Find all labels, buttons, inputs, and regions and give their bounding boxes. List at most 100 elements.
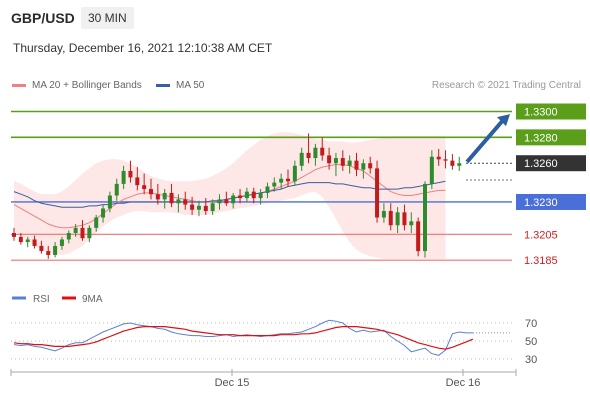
candle xyxy=(149,178,153,200)
candle-body xyxy=(292,165,297,182)
candle xyxy=(299,147,304,171)
candle xyxy=(429,150,434,190)
candle-body xyxy=(354,160,359,170)
candle xyxy=(320,137,325,161)
candle-body xyxy=(224,199,229,204)
price-levels-layer xyxy=(11,110,512,261)
candle-body xyxy=(450,160,455,166)
candle xyxy=(347,155,352,174)
candle xyxy=(306,133,311,164)
candle xyxy=(272,177,277,192)
copyright-notice: Research © 2021 Trading Central xyxy=(431,80,581,91)
candle xyxy=(375,160,380,223)
candle-body xyxy=(299,152,304,166)
candle-body xyxy=(46,251,51,255)
resistance-tag-label-1-3300: 1.3300 xyxy=(524,107,558,119)
candle xyxy=(142,173,147,195)
rsi-tick-50: 50 xyxy=(525,336,537,348)
ma50-line xyxy=(13,180,446,208)
symbol-label: GBP/USD xyxy=(11,10,75,26)
candle-body xyxy=(436,156,441,160)
candle-body xyxy=(87,227,92,239)
candle-body xyxy=(169,192,174,204)
candle xyxy=(32,235,37,249)
candle xyxy=(94,214,99,232)
candle xyxy=(128,160,133,183)
candle-body xyxy=(402,212,407,226)
candle-body xyxy=(416,221,421,252)
rsi-ma-line xyxy=(13,326,474,350)
candle-body xyxy=(231,195,236,204)
candle xyxy=(190,196,195,215)
candle xyxy=(381,203,386,223)
candle-body xyxy=(251,191,256,199)
candle xyxy=(114,178,119,201)
candles-layer xyxy=(12,133,462,259)
candle xyxy=(231,192,236,209)
candle-body xyxy=(457,163,462,166)
candle xyxy=(224,191,229,206)
candle xyxy=(80,220,85,241)
candle-body xyxy=(279,178,284,183)
candle-body xyxy=(203,205,208,212)
candle xyxy=(210,199,215,215)
legend-ma20: MA 20 + Bollinger Bands xyxy=(12,80,142,91)
candle xyxy=(457,156,462,171)
legend-ma50: MA 50 xyxy=(156,80,204,91)
support-tag-label-1-3205: 1.3205 xyxy=(524,229,558,241)
candle xyxy=(18,233,23,245)
candle-body xyxy=(265,186,270,193)
candle-body xyxy=(39,245,44,252)
candle xyxy=(135,167,140,191)
candle xyxy=(258,189,263,205)
candle xyxy=(162,189,167,209)
candle xyxy=(416,217,421,257)
candle-body xyxy=(101,208,106,218)
candle-body xyxy=(340,158,345,166)
timeframe-selector[interactable]: 30 MIN xyxy=(81,7,134,29)
candle xyxy=(46,245,51,259)
candle xyxy=(12,227,16,241)
candle xyxy=(402,204,407,231)
ma50-label: MA 50 xyxy=(176,80,205,91)
candle-body xyxy=(162,192,167,200)
candle xyxy=(361,159,366,179)
candle-body xyxy=(66,233,71,240)
candle-body xyxy=(32,239,37,246)
candle-body xyxy=(375,168,380,218)
current-price-tag xyxy=(516,155,586,172)
candle-body xyxy=(183,199,188,205)
candle xyxy=(251,187,256,204)
candle xyxy=(436,148,441,166)
candle xyxy=(59,236,64,250)
candle xyxy=(265,182,270,199)
candle-body xyxy=(238,195,243,199)
candle-body xyxy=(258,192,263,199)
candle xyxy=(107,191,112,213)
candle-body xyxy=(320,147,325,156)
bollinger-band xyxy=(14,132,446,259)
candle-body xyxy=(333,158,338,164)
candle-body xyxy=(217,199,222,204)
candle-body xyxy=(327,155,332,164)
candle xyxy=(368,156,373,174)
rsi-ma-legend-label: 9MA xyxy=(82,294,103,305)
candle-body xyxy=(429,156,434,184)
candle-body xyxy=(73,227,78,234)
pivot-tag-label-1-3230: 1.3230 xyxy=(524,197,558,209)
rsi-legend-label: RSI xyxy=(33,294,50,305)
candle-body xyxy=(395,212,400,226)
title-bar: GBP/USD 30 MIN xyxy=(0,0,590,36)
candle-body xyxy=(12,233,16,237)
candle xyxy=(53,242,58,258)
candle xyxy=(87,225,92,243)
candle-body xyxy=(368,163,373,169)
candle-body xyxy=(18,236,23,243)
candle xyxy=(244,187,249,202)
candle xyxy=(279,173,284,190)
candle-body xyxy=(135,177,140,186)
candle xyxy=(409,212,414,234)
candle xyxy=(423,181,427,258)
candle-body xyxy=(128,170,133,178)
